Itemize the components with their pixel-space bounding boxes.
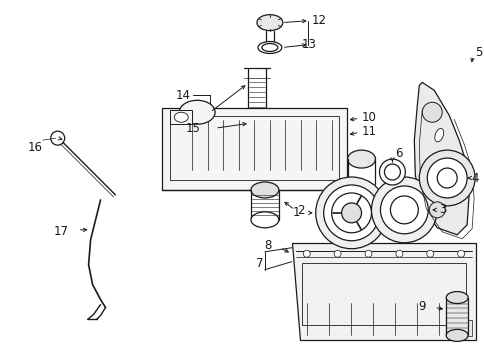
Bar (170, 116, 338, 180)
Circle shape (364, 250, 371, 257)
Circle shape (333, 250, 340, 257)
Circle shape (323, 185, 378, 241)
Ellipse shape (261, 44, 277, 51)
Polygon shape (413, 82, 468, 235)
Ellipse shape (174, 112, 188, 122)
Ellipse shape (179, 100, 215, 124)
Circle shape (379, 186, 427, 234)
Ellipse shape (250, 212, 278, 228)
Text: 10: 10 (361, 111, 376, 124)
Text: 6: 6 (394, 147, 402, 160)
Bar (162, 108, 346, 190)
Text: 8: 8 (264, 239, 272, 252)
Ellipse shape (247, 120, 265, 132)
Circle shape (390, 196, 418, 224)
Ellipse shape (252, 123, 261, 130)
Circle shape (428, 202, 444, 218)
Ellipse shape (250, 182, 278, 198)
Circle shape (384, 164, 400, 180)
Text: 11: 11 (361, 125, 376, 138)
Ellipse shape (257, 41, 281, 54)
Text: 12: 12 (311, 14, 326, 27)
Bar (170, 110, 192, 124)
Circle shape (422, 102, 441, 122)
Text: 1: 1 (292, 206, 299, 219)
Bar (445, 297, 467, 335)
Ellipse shape (434, 129, 443, 142)
Ellipse shape (257, 15, 282, 31)
Text: 9: 9 (417, 300, 424, 313)
Text: 17: 17 (54, 225, 69, 238)
Circle shape (395, 250, 402, 257)
Text: 14: 14 (175, 89, 190, 102)
Bar (301, 263, 465, 326)
Text: 7: 7 (256, 257, 263, 270)
Circle shape (315, 177, 387, 249)
Circle shape (419, 150, 474, 206)
Circle shape (302, 250, 310, 257)
Circle shape (457, 250, 464, 257)
Circle shape (437, 168, 456, 188)
Text: 2: 2 (296, 204, 303, 217)
Circle shape (51, 131, 64, 145)
Text: 16: 16 (28, 141, 43, 154)
Circle shape (426, 250, 433, 257)
Circle shape (341, 203, 361, 223)
Text: 15: 15 (185, 122, 200, 135)
Circle shape (371, 177, 437, 243)
Ellipse shape (445, 330, 467, 341)
Circle shape (426, 158, 466, 198)
Ellipse shape (347, 150, 375, 168)
Text: 5: 5 (474, 46, 482, 59)
Polygon shape (291, 243, 475, 340)
Text: 3: 3 (439, 203, 446, 216)
Text: 13: 13 (301, 38, 316, 51)
Circle shape (378, 159, 405, 185)
Bar (457, 321, 471, 336)
Ellipse shape (445, 292, 467, 303)
Text: 4: 4 (470, 171, 478, 185)
Circle shape (331, 193, 371, 233)
